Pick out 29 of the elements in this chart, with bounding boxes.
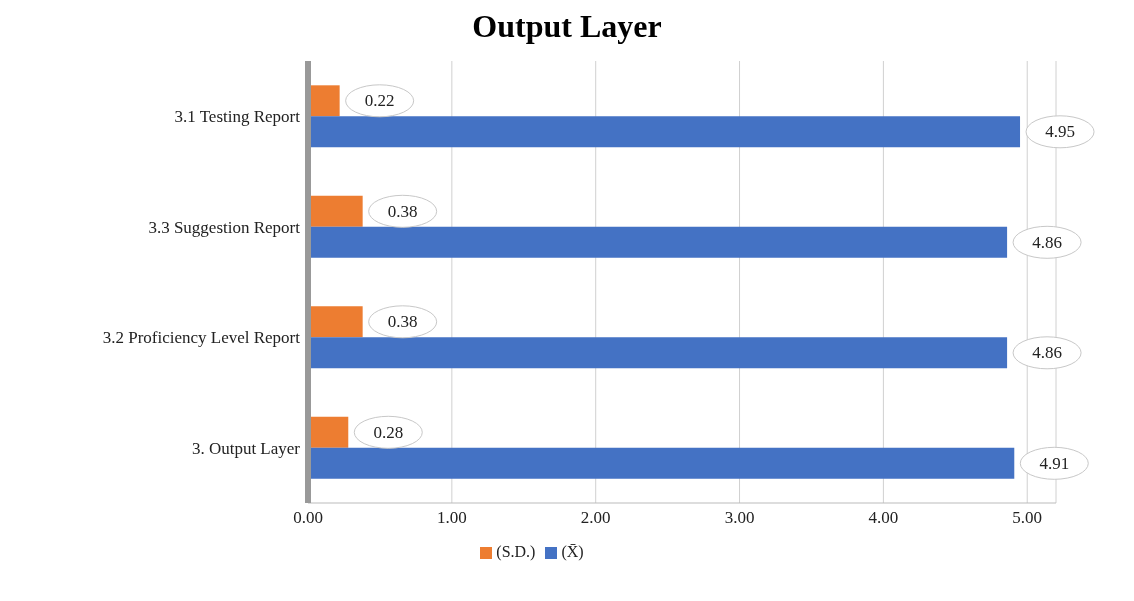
data-label: 0.28: [373, 422, 404, 442]
legend-label: (X̄): [561, 543, 584, 560]
data-label: 4.86: [1032, 232, 1062, 252]
bar: [308, 85, 340, 117]
data-label: 0.22: [364, 91, 395, 111]
data-label: 4.91: [1039, 453, 1070, 473]
data-label: 0.38: [387, 312, 418, 332]
x-tick-label: 2.00: [580, 508, 611, 528]
data-label: 4.86: [1032, 343, 1062, 363]
x-tick-label: 0.00: [293, 508, 323, 528]
chart-title: Output Layer: [471, 8, 663, 45]
bar: [308, 116, 1021, 148]
bar: [308, 195, 363, 227]
legend-label: (S.D.): [496, 543, 536, 560]
x-tick-label: 1.00: [436, 508, 467, 528]
bar: [308, 306, 363, 338]
y-tick-label: 3.1 Testing Report: [174, 107, 301, 127]
data-label: 0.38: [387, 201, 418, 221]
x-tick-label: 4.00: [868, 508, 899, 528]
bar: [308, 226, 1008, 258]
y-tick-label: 3.3 Suggestion Report: [148, 217, 301, 237]
bar: [308, 416, 349, 448]
y-tick-label: 3. Output Layer: [191, 438, 301, 458]
bar: [308, 447, 1015, 479]
x-tick-label: 3.00: [724, 508, 755, 528]
y-tick-label: 3.2 Proficiency Level Report: [102, 328, 301, 348]
bar: [308, 337, 1008, 369]
data-label: 4.95: [1045, 122, 1075, 142]
x-tick-label: 5.00: [1012, 508, 1043, 528]
